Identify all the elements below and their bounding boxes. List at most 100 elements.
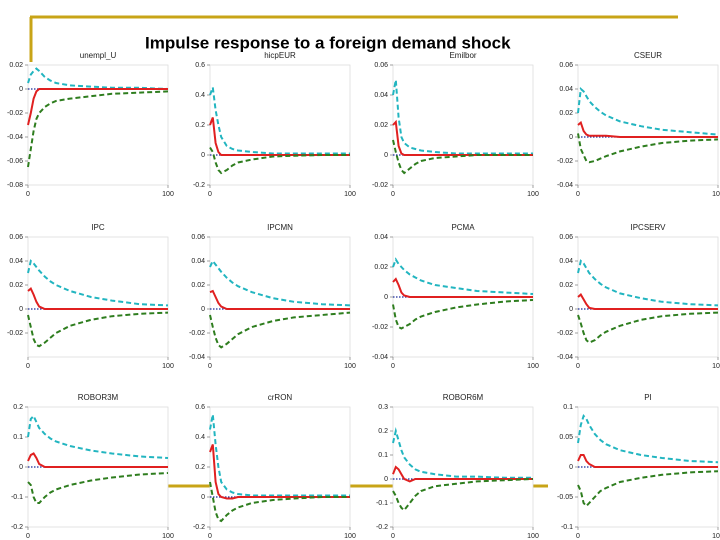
y-tick-label: -0.02: [7, 330, 23, 337]
x-tick-label: 0: [26, 533, 30, 540]
y-tick-label: 0.2: [13, 404, 23, 411]
y-tick-label: -0.02: [557, 158, 573, 165]
y-tick-label: 0.05: [559, 434, 573, 441]
y-tick-label: -0.02: [372, 324, 388, 331]
y-tick-label: 0: [19, 86, 23, 93]
y-tick-label: -0.02: [557, 330, 573, 337]
y-tick-label: 0.02: [374, 264, 388, 271]
series-line: [577, 120, 718, 138]
panel-title: CSEUR: [634, 51, 662, 60]
y-tick-label: 0.06: [9, 234, 23, 241]
x-tick-label: 100: [527, 191, 539, 198]
series-line: [392, 427, 533, 479]
panel-title: IPCSERV: [631, 223, 667, 232]
panel: PI0.10.050-0.05-0.10100: [557, 393, 720, 540]
panel-title: crRON: [268, 393, 293, 402]
series-line: [392, 478, 534, 512]
slide-title: Impulse response to a foreign demand sho…: [145, 33, 511, 52]
panel-title: unempl_U: [80, 51, 117, 60]
series-line: [577, 259, 719, 307]
series-line: [577, 470, 719, 508]
x-tick-label: 100: [162, 363, 174, 370]
series-line: [577, 414, 719, 464]
series-line: [27, 472, 169, 504]
series-line: [27, 414, 169, 459]
series-line: [577, 293, 718, 310]
y-tick-label: 0.6: [195, 62, 205, 69]
x-tick-label: 100: [162, 191, 174, 198]
series-line: [209, 87, 350, 155]
panel-title: ROBOR3M: [78, 393, 119, 402]
y-tick-label: 0.02: [559, 110, 573, 117]
y-tick-label: 0.02: [191, 282, 205, 289]
series-line: [27, 90, 169, 168]
y-tick-label: -0.02: [372, 182, 388, 189]
y-tick-label: -0.2: [193, 524, 205, 531]
x-tick-label: 100: [527, 533, 539, 540]
y-tick-label: 0.02: [559, 282, 573, 289]
series-line: [392, 79, 533, 155]
series-line: [577, 87, 719, 136]
x-tick-label: 0: [576, 363, 580, 370]
series-line: [392, 257, 534, 295]
y-tick-label: 0.04: [191, 258, 205, 265]
y-tick-label: 0: [569, 134, 573, 141]
y-tick-label: -0.02: [189, 330, 205, 337]
y-tick-label: 0.04: [374, 234, 388, 241]
y-tick-label: 0.02: [9, 282, 23, 289]
x-tick-label: 100: [344, 533, 356, 540]
y-tick-label: 0: [201, 494, 205, 501]
panel: IPC 0.06 0.04 0.02 0 -0.02 0 100: [7, 223, 174, 370]
charts: unempl_U0.020-0.02-0.04-0.06-0.080 100hic…: [7, 51, 720, 540]
x-tick-label: 100: [344, 363, 356, 370]
y-tick-label: 0.4: [195, 434, 205, 441]
x-tick-label: 0: [576, 533, 580, 540]
y-tick-label: -0.04: [189, 354, 205, 361]
plot-area: [392, 64, 534, 186]
y-tick-label: 0.02: [9, 62, 23, 69]
y-tick-label: -0.06: [7, 158, 23, 165]
series-line: [27, 259, 169, 307]
y-tick-label: -0.1: [11, 494, 23, 501]
y-tick-label: 0: [384, 294, 388, 301]
panel: unempl_U0.020-0.02-0.04-0.06-0.080 100: [7, 51, 174, 198]
y-tick-label: -0.04: [557, 182, 573, 189]
series-line: [27, 452, 168, 468]
x-tick-label: 100: [712, 533, 720, 540]
series-line: [392, 139, 533, 175]
y-tick-label: 0.2: [195, 122, 205, 129]
x-tick-label: 0: [391, 533, 395, 540]
series-line: [27, 311, 169, 348]
x-tick-label: 0: [208, 363, 212, 370]
y-tick-label: 0.06: [374, 62, 388, 69]
x-tick-label: 100: [162, 533, 174, 540]
x-tick-label: 0: [26, 191, 30, 198]
y-tick-label: -0.08: [7, 182, 23, 189]
series-line: [209, 481, 350, 523]
y-tick-label: 0: [19, 464, 23, 471]
x-tick-label: 100: [527, 363, 539, 370]
y-tick-label: -0.2: [11, 524, 23, 531]
x-tick-label: 0: [576, 191, 580, 198]
series-line: [209, 289, 350, 310]
y-tick-label: 0: [201, 306, 205, 313]
y-tick-label: -0.04: [557, 354, 573, 361]
series-line: [209, 444, 350, 500]
panel-title: Emilbor: [449, 51, 476, 60]
x-tick-label: 100: [712, 191, 720, 198]
series-line: [392, 277, 533, 298]
panel-title: hicpEUR: [264, 51, 296, 60]
x-tick-label: 100: [344, 191, 356, 198]
series-line: [27, 286, 168, 310]
y-tick-label: 0.1: [378, 452, 388, 459]
y-tick-label: -0.1: [561, 524, 573, 531]
y-tick-label: 0.1: [13, 434, 23, 441]
series-line: [577, 311, 719, 344]
panel-title: IPCMN: [267, 223, 293, 232]
x-tick-label: 100: [712, 363, 720, 370]
